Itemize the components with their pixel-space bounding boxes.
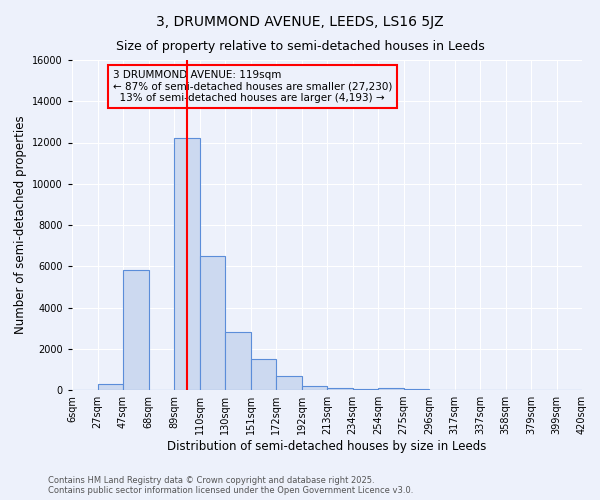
Bar [353, 389, 378, 390]
Bar [404, 389, 429, 390]
Text: 3 DRUMMOND AVENUE: 119sqm
← 87% of semi-detached houses are smaller (27,230)
  1: 3 DRUMMOND AVENUE: 119sqm ← 87% of semi-… [113, 70, 392, 103]
Text: Contains HM Land Registry data © Crown copyright and database right 2025.
Contai: Contains HM Land Registry data © Crown c… [48, 476, 413, 495]
Bar [199, 256, 225, 390]
Bar [251, 359, 276, 390]
Bar [97, 384, 123, 390]
Text: 3, DRUMMOND AVENUE, LEEDS, LS16 5JZ: 3, DRUMMOND AVENUE, LEEDS, LS16 5JZ [156, 15, 444, 29]
X-axis label: Distribution of semi-detached houses by size in Leeds: Distribution of semi-detached houses by … [167, 440, 487, 453]
Y-axis label: Number of semi-detached properties: Number of semi-detached properties [14, 116, 26, 334]
Bar [276, 376, 302, 390]
Bar [378, 388, 404, 390]
Bar [225, 332, 251, 390]
Bar [174, 138, 199, 390]
Bar [327, 388, 353, 390]
Bar [302, 386, 327, 390]
Bar [123, 270, 149, 390]
Text: Size of property relative to semi-detached houses in Leeds: Size of property relative to semi-detach… [116, 40, 484, 53]
